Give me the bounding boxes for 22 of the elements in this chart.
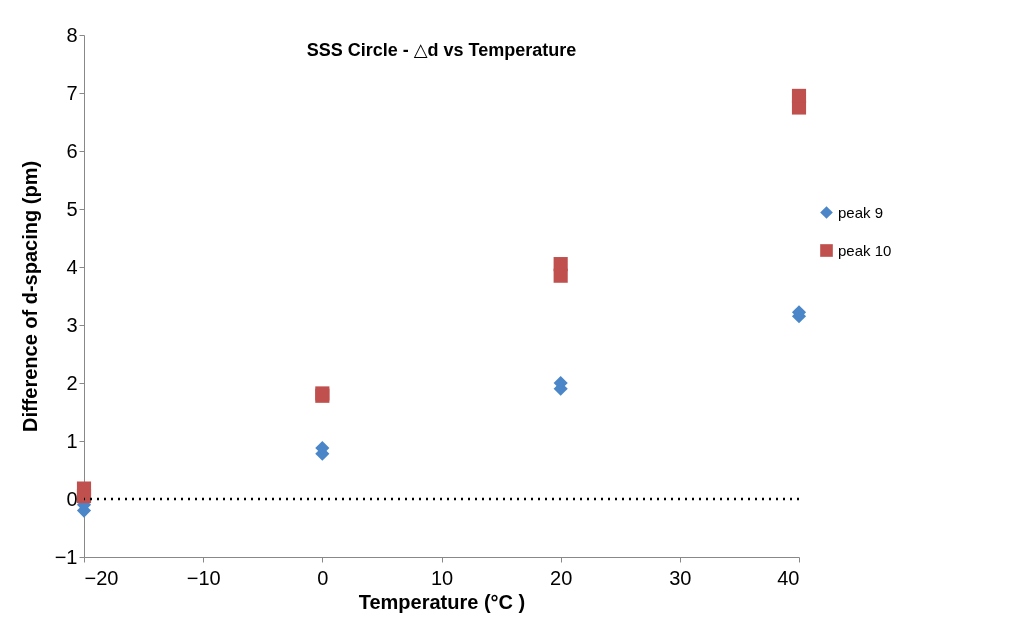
y-tick-label: 7 bbox=[66, 81, 78, 104]
y-tick-label: 1 bbox=[66, 429, 78, 452]
legend-label: peak 10 bbox=[838, 241, 892, 259]
y-axis-title: Difference of d-spacing (pm) bbox=[18, 160, 41, 433]
x-tick-label: 20 bbox=[550, 566, 573, 589]
y-tick-label: 4 bbox=[66, 255, 78, 278]
y-tick-label: 0 bbox=[66, 487, 78, 510]
y-tick-label: −1 bbox=[54, 545, 78, 568]
x-tick-label: −10 bbox=[186, 566, 221, 589]
x-tick-label: 0 bbox=[317, 566, 329, 589]
x-tick-label: 10 bbox=[430, 566, 454, 589]
x-axis-title: Temperature (°C ) bbox=[358, 590, 526, 613]
y-tick-label: 6 bbox=[66, 139, 78, 162]
x-tick-label: −20 bbox=[84, 566, 119, 589]
y-tick-label: 3 bbox=[66, 313, 78, 336]
y-tick-label: 5 bbox=[66, 197, 78, 220]
y-tick-label: 2 bbox=[66, 371, 78, 394]
y-tick-label: 8 bbox=[66, 23, 78, 46]
legend-label: peak 9 bbox=[838, 203, 884, 221]
x-tick-label: 40 bbox=[777, 566, 800, 589]
x-tick-label: 30 bbox=[669, 566, 692, 589]
chart-title: SSS Circle - △d vs Temperature bbox=[306, 40, 577, 60]
